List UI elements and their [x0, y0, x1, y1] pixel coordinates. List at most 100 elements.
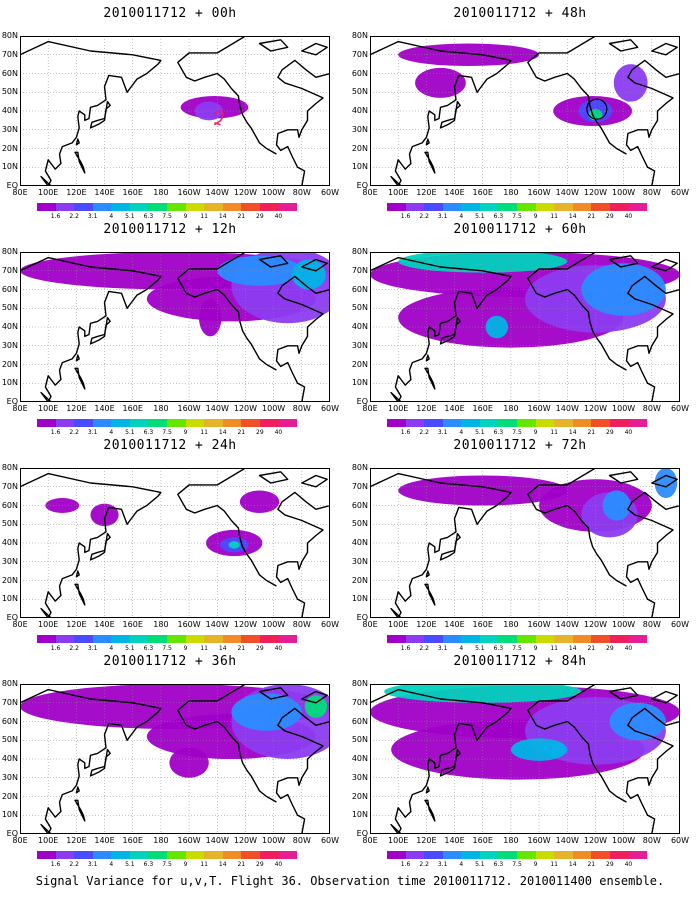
- longitude-label: 120E: [66, 620, 87, 629]
- signal-variance-field: [370, 252, 680, 348]
- colorbar-swatch: [148, 419, 168, 427]
- colorbar-swatch: [498, 203, 518, 211]
- latitude-label: 40N: [351, 754, 368, 763]
- colorbar: [387, 419, 648, 427]
- colorbar-swatch: [479, 419, 499, 427]
- colorbar-swatch: [148, 203, 168, 211]
- latitude-label: 10N: [351, 378, 368, 388]
- colorbar-swatch: [554, 851, 573, 859]
- latitude-label: 10N: [351, 810, 368, 820]
- colorbar-tick-label: 1.6: [400, 213, 411, 220]
- longitude-label: 60W: [670, 620, 690, 629]
- colorbar-swatch: [535, 203, 555, 211]
- colorbar-tick-label: 6.3: [493, 429, 504, 436]
- graticule: [20, 36, 330, 186]
- colorbar-tick-label: 5.1: [475, 645, 485, 652]
- colorbar-swatch: [628, 203, 648, 211]
- longitude-label: 120E: [66, 836, 87, 845]
- longitude-label: 120E: [416, 188, 437, 197]
- colorbar-swatch: [424, 635, 443, 643]
- latitude-label: 70N: [351, 697, 368, 707]
- map-area: 80N 70N 60N 50N 40N 30N 20N 10N EQ 80E 100E 120E 140…: [352, 248, 689, 414]
- colorbar-tick-label: 9: [533, 861, 538, 868]
- longitude-label: 100E: [38, 836, 59, 845]
- latitude-label: 50N: [351, 519, 368, 529]
- colorbar-swatch: [498, 419, 518, 427]
- colorbar-swatch: [591, 635, 610, 643]
- longitude-label: 160E: [122, 404, 143, 413]
- figure-caption: Signal Variance for u,v,T. Flight 36. Ob…: [35, 874, 665, 888]
- latitude-label: 60N: [1, 500, 18, 510]
- signal-variance-field: [20, 684, 330, 778]
- colorbar-tick-label: 2.2: [69, 645, 79, 652]
- colorbar-tick-label: 14: [218, 213, 227, 220]
- colorbar-swatch: [167, 203, 186, 211]
- map-panel: 2010011712 + 72h 80N 70N 60N 50N 40N 30N 20N 10N…: [350, 438, 690, 653]
- map-plot: [20, 684, 330, 834]
- colorbar-tick-label: 7.5: [512, 213, 522, 220]
- colorbar-swatch: [554, 635, 573, 643]
- colorbar-swatch: [278, 203, 298, 211]
- longitude-label: 160W: [527, 188, 551, 197]
- latitude-label: 60N: [351, 68, 368, 78]
- colorbar-swatch: [498, 851, 518, 859]
- longitude-label: 80E: [362, 620, 378, 629]
- colorbar-tick-label: 6.3: [493, 645, 504, 652]
- colorbar-swatch: [572, 635, 592, 643]
- longitude-label: 140E: [444, 836, 465, 845]
- latitude-label: 20N: [351, 359, 368, 369]
- map-area: 80N 70N 60N 50N 40N 30N 20N 10N EQ 80E 100E 120E 140…: [2, 464, 339, 630]
- colorbar-tick-label: 40: [274, 861, 283, 868]
- longitude-label: 60W: [670, 836, 690, 845]
- colorbar-swatch: [591, 419, 610, 427]
- longitude-label: 120W: [233, 404, 258, 413]
- colorbar-swatch: [222, 203, 242, 211]
- colorbar-swatch: [517, 851, 536, 859]
- map-area: 80N 70N 60N 50N 40N 30N 20N 10N EQ 80E 100E 120E 140…: [352, 32, 689, 198]
- colorbar-labels: 1.6 2.2 3.1 4 5.1 6.3 7.5 9 11 14 21 29 40: [37, 429, 297, 437]
- colorbar-tick-label: 5.1: [125, 861, 135, 868]
- latitude-label: 20N: [1, 143, 18, 153]
- latitude-label: 70N: [1, 697, 18, 707]
- panel-title: 2010011712 + 84h: [453, 654, 587, 669]
- latitude-label: 20N: [1, 575, 18, 585]
- colorbar-tick-label: 2.2: [419, 429, 429, 436]
- latitude-label: 50N: [351, 735, 368, 745]
- colorbar-swatch: [111, 203, 130, 211]
- colorbar-tick-label: 11: [550, 861, 558, 868]
- observation-circle: [586, 98, 608, 120]
- colorbar-tick-label: 3.1: [87, 213, 98, 220]
- colorbar-tick-label: 1.6: [50, 645, 61, 652]
- coastlines: [370, 468, 680, 618]
- colorbar-swatch: [37, 419, 56, 427]
- longitude-label: 80W: [642, 404, 661, 413]
- colorbar-tick-label: 3.1: [437, 861, 448, 868]
- colorbar-swatch: [259, 851, 279, 859]
- colorbar-swatch: [442, 203, 462, 211]
- longitude-label: 140W: [205, 188, 229, 197]
- colorbar-tick-label: 9: [183, 645, 188, 652]
- colorbar-labels: 1.6 2.2 3.1 4 5.1 6.3 7.5 9 11 14 21 29 40: [387, 861, 647, 869]
- colorbar-tick-label: 40: [624, 645, 633, 652]
- longitude-label: 80E: [12, 620, 28, 629]
- colorbar-tick-label: 1.6: [400, 861, 411, 868]
- graticule: [20, 684, 330, 834]
- longitude-label: 100W: [612, 620, 636, 629]
- coastlines: [370, 252, 680, 402]
- colorbar-swatch: [498, 635, 518, 643]
- colorbar-swatch: [461, 851, 480, 859]
- longitude-label: 100E: [388, 620, 409, 629]
- colorbar-tick-label: 40: [274, 645, 283, 652]
- latitude-label: 80N: [1, 31, 18, 40]
- colorbar-tick-label: 21: [587, 429, 596, 436]
- colorbar-swatch: [628, 635, 648, 643]
- colorbar-tick-label: 40: [624, 213, 633, 220]
- latitude-label: 40N: [351, 538, 368, 547]
- colorbar-tick-label: 4: [459, 861, 464, 868]
- longitude-label: 120E: [416, 620, 437, 629]
- colorbar-tick-label: 2.2: [69, 861, 79, 868]
- colorbar-swatch: [92, 851, 112, 859]
- signal-variance-field: [398, 468, 678, 538]
- latitude-label: 40N: [351, 106, 368, 115]
- longitude-label: 120E: [66, 404, 87, 413]
